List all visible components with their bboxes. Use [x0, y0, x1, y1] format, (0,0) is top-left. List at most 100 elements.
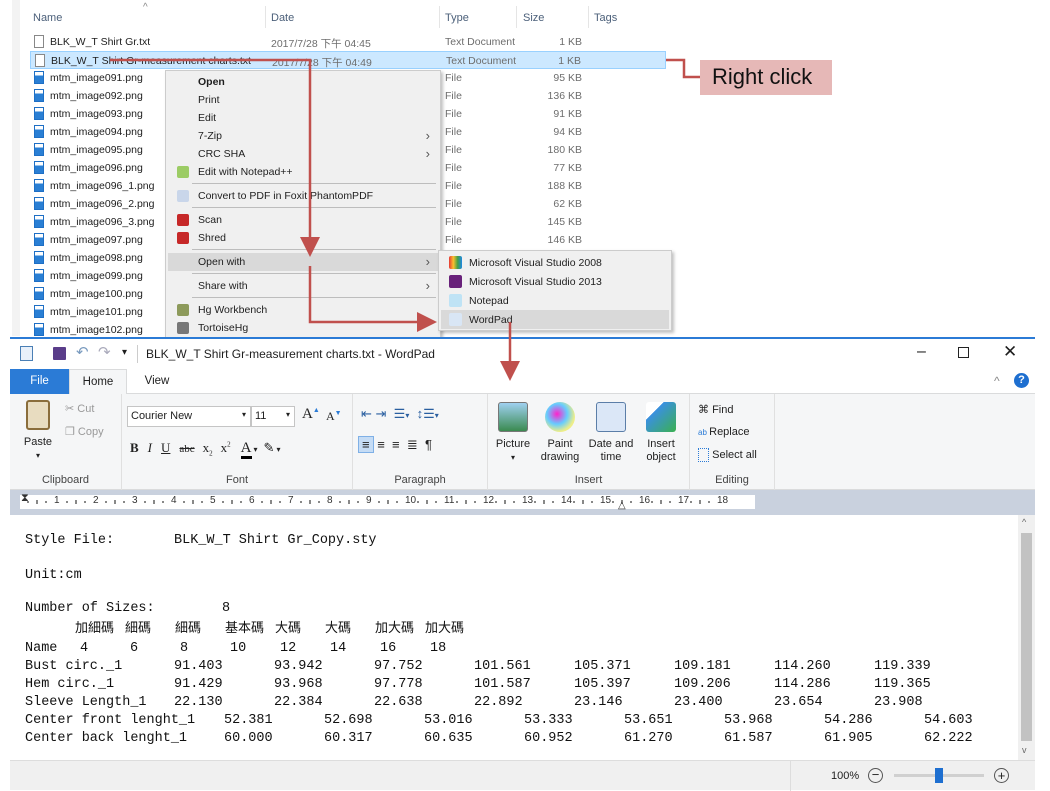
close-button[interactable]: ✕ [1003, 342, 1018, 361]
maximize-button[interactable] [958, 347, 969, 358]
file-row[interactable]: BLK_W_T Shirt Gr-measurement charts.txt 2… [30, 51, 666, 69]
open-with-microsoft-visual-studio-2013[interactable]: Microsoft Visual Studio 2013 [441, 272, 669, 291]
menu-item-7-zip[interactable]: 7-Zip › [168, 127, 438, 145]
ruler-tick [474, 501, 476, 503]
left-indent-marker[interactable]: ⧗ [21, 492, 29, 504]
collapse-ribbon-icon[interactable]: ^ [994, 374, 1000, 388]
select-all-button[interactable]: Select all [698, 448, 757, 462]
menu-item-share-with[interactable]: Share with › [168, 277, 438, 295]
file-row[interactable]: mtm_image101.png [30, 303, 666, 321]
tab-home[interactable]: Home [69, 369, 127, 395]
zoom-out-button[interactable]: − [868, 768, 883, 783]
file-row[interactable]: BLK_W_T Shirt Gr.txt 2017/7/28 下午 04:45 Te… [30, 33, 666, 51]
paste-button[interactable]: Paste ▾ [20, 400, 56, 462]
document-area[interactable]: Style File: BLK_W_T Shirt Gr_Copy.sty Unit… [10, 515, 1018, 760]
cut-button[interactable]: ✂ Cut [65, 403, 95, 415]
menu-item-tortoisehg[interactable]: TortoiseHg [168, 319, 438, 337]
bullets-icon[interactable]: ☰ [393, 406, 406, 421]
scroll-up-icon[interactable]: ^ [1022, 517, 1027, 527]
file-name: BLK_W_T Shirt Gr-measurement charts.txt [51, 55, 251, 67]
ruler-tick [426, 500, 428, 504]
font-family-select[interactable]: Courier New ▾ [127, 406, 251, 427]
redo-icon[interactable]: ↷ [98, 344, 111, 361]
menu-item-crc-sha[interactable]: CRC SHA › [168, 145, 438, 163]
shrink-font-icon[interactable]: A▼ [326, 409, 342, 423]
tab-file[interactable]: File [10, 369, 69, 394]
save-icon[interactable] [53, 347, 66, 360]
ruler[interactable]: 1 2 3 4 5 6 7 8 9 10 11 12 13 14 15 16 17 18 ⧗ △ [10, 490, 1035, 515]
undo-icon[interactable]: ↶ [76, 344, 89, 361]
ruler-number: 10 [405, 495, 417, 506]
menu-item-convert-to-pdf-in-foxit-phantompdf[interactable]: Convert to PDF in Foxit PhantomPDF [168, 187, 438, 205]
menu-item-print[interactable]: Print [168, 91, 438, 109]
tab-view[interactable]: View [144, 375, 170, 387]
increase-indent-icon[interactable]: ⇥ [375, 406, 387, 421]
font-color-icon[interactable]: A [240, 440, 252, 459]
measurement-value: 91.429 [174, 677, 223, 692]
menu-item-hg-workbench[interactable]: Hg Workbench [168, 301, 438, 319]
strikethrough-icon[interactable]: abc [179, 443, 195, 455]
file-date: 2017/7/28 下午 04:45 [271, 38, 371, 50]
column-header-date[interactable]: Date [271, 12, 295, 24]
line-spacing-icon[interactable]: ↕☰ [416, 406, 435, 421]
font-size-select[interactable]: 11 ▾ [251, 406, 295, 427]
window-title: BLK_W_T Shirt Gr-measurement charts.txt … [146, 347, 435, 361]
file-row[interactable]: mtm_image102.png [30, 321, 666, 339]
paint-drawing-button[interactable]: Paint drawing [536, 402, 584, 464]
date-time-button[interactable]: Date and time [586, 402, 636, 464]
replace-button[interactable]: ab Replace [698, 426, 750, 438]
insert-object-button[interactable]: Insert object [638, 402, 684, 464]
justify-icon[interactable]: ≣ [406, 437, 418, 452]
style-file-value: BLK_W_T Shirt Gr_Copy.sty [174, 533, 377, 548]
align-left-icon[interactable]: ≡ [358, 436, 374, 453]
menu-item-shred[interactable]: Shred [168, 229, 438, 247]
paragraph-icon[interactable]: ¶ [425, 437, 432, 452]
vertical-scrollbar[interactable]: ^ v [1018, 515, 1035, 760]
zoom-in-button[interactable]: + [994, 768, 1009, 783]
open-with-microsoft-visual-studio-2008[interactable]: Microsoft Visual Studio 2008 [441, 253, 669, 272]
column-header-type[interactable]: Type [445, 12, 469, 24]
image-file-icon [34, 107, 44, 120]
ruler-tick [573, 501, 575, 503]
file-row[interactable]: mtm_image099.png [30, 267, 666, 285]
italic-icon[interactable]: I [147, 440, 153, 455]
menu-item-edit[interactable]: Edit [168, 109, 438, 127]
file-row[interactable]: mtm_image098.png [30, 249, 666, 267]
file-name: mtm_image096_1.png [50, 180, 155, 192]
ruler-tick [417, 501, 419, 503]
image-file-icon [34, 143, 44, 156]
copy-button[interactable]: ❐ Copy [65, 426, 104, 438]
column-header-size[interactable]: Size [523, 12, 545, 24]
scroll-thumb[interactable] [1021, 533, 1032, 741]
minimize-button[interactable]: – [917, 343, 926, 360]
align-center-icon[interactable]: ≡ [377, 437, 385, 452]
column-header-tags[interactable]: Tags [594, 12, 618, 24]
right-indent-marker[interactable]: △ [618, 500, 626, 511]
zoom-slider-thumb[interactable] [935, 768, 943, 783]
subscript-icon[interactable]: x2 [202, 440, 213, 458]
wordpad-app-icon[interactable] [20, 346, 33, 361]
column-header-name[interactable]: Name [33, 12, 63, 24]
align-right-icon[interactable]: ≡ [392, 437, 400, 452]
open-with-wordpad[interactable]: WordPad [441, 310, 669, 329]
scroll-down-icon[interactable]: v [1022, 745, 1027, 755]
grow-font-icon[interactable]: A▲ [302, 406, 320, 422]
open-with-submenu: Microsoft Visual Studio 2008 Microsoft Vi… [438, 250, 672, 331]
menu-item-scan[interactable]: Scan [168, 211, 438, 229]
decrease-indent-icon[interactable]: ⇤ [361, 406, 372, 421]
customize-toolbar-icon[interactable]: ▾ [122, 347, 128, 358]
menu-item-label: Convert to PDF in Foxit PhantomPDF [198, 190, 374, 202]
menu-item-open[interactable]: Open [168, 73, 438, 91]
menu-item-open-with[interactable]: Open with › [168, 253, 438, 271]
measurement-value: 93.968 [274, 677, 323, 692]
highlight-color-icon[interactable]: ✎ [263, 440, 275, 455]
underline-icon[interactable]: U [161, 440, 171, 455]
open-with-notepad[interactable]: Notepad [441, 291, 669, 310]
menu-item-edit-with-notepad-[interactable]: Edit with Notepad++ [168, 163, 438, 181]
find-button[interactable]: ⌘ Find [698, 404, 734, 416]
file-row[interactable]: mtm_image100.png [30, 285, 666, 303]
help-icon[interactable]: ? [1014, 373, 1029, 388]
bold-icon[interactable]: B [130, 440, 139, 455]
superscript-icon[interactable]: x2 [220, 440, 231, 455]
picture-button[interactable]: Picture ▾ [492, 402, 534, 464]
